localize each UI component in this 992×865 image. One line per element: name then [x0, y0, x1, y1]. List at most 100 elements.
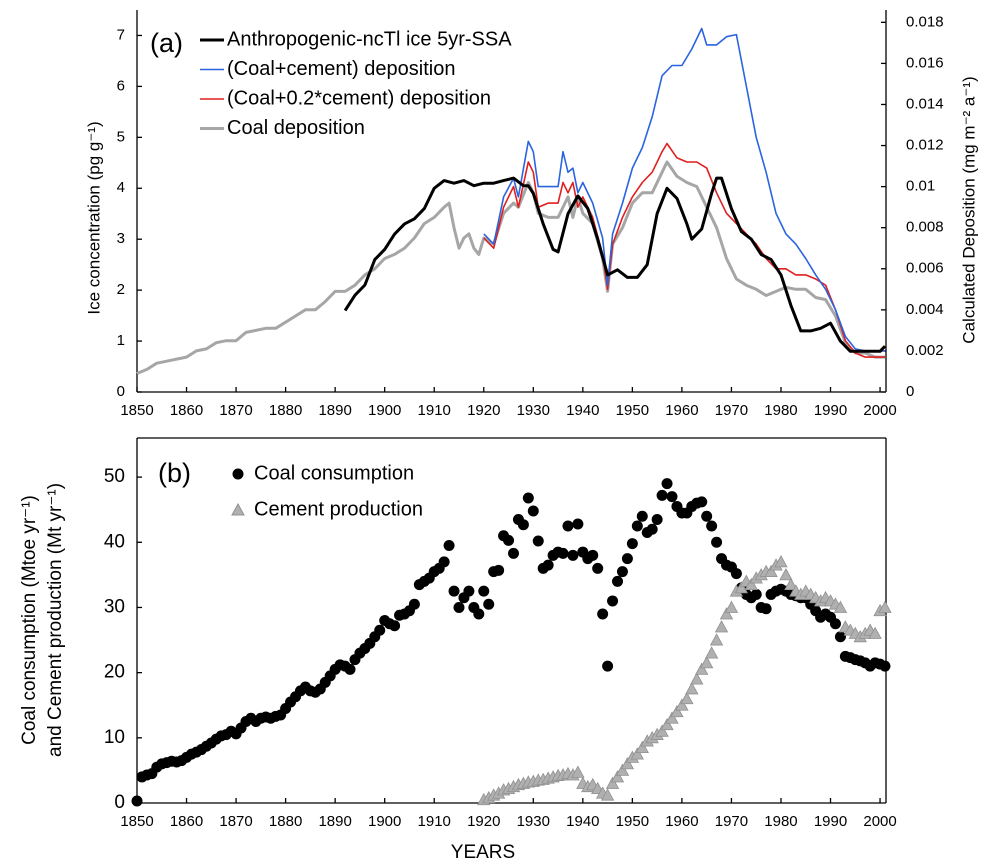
y2-tick-label: 0.008 — [906, 219, 944, 236]
triangle-point — [774, 555, 788, 568]
circle-point — [730, 568, 742, 580]
legend-label: (Coal+0.2*cement) deposition — [227, 87, 491, 109]
circle-point — [602, 660, 614, 672]
triangle-point — [744, 577, 758, 591]
circle-point — [517, 519, 529, 531]
circle-point — [651, 513, 663, 525]
circle-point — [711, 536, 723, 548]
legend-label: Coal consumption — [254, 462, 414, 484]
y2-tick-label: 0.002 — [906, 342, 944, 359]
x-tick-label: 1900 — [368, 813, 401, 830]
circle-point — [503, 534, 515, 546]
x-tick-label: 1950 — [616, 813, 649, 830]
circle-point — [706, 520, 718, 532]
triangle-point — [660, 717, 674, 731]
data-line — [483, 27, 885, 352]
triangle-point — [675, 698, 689, 711]
triangle-point — [714, 620, 729, 633]
y-tick-label: 0 — [114, 792, 125, 813]
circle-point — [626, 538, 638, 550]
y-axis-label: Coal consumption (Mtoe yr⁻¹) — [19, 495, 40, 745]
y2-tick-label: 0.01 — [906, 178, 935, 195]
circle-point — [879, 660, 891, 672]
triangle-point — [571, 765, 585, 778]
circle-point — [374, 624, 386, 636]
circle-point — [621, 553, 633, 565]
x-tick-label: 2000 — [863, 402, 896, 419]
triangle-point — [655, 724, 669, 737]
circle-point — [507, 547, 519, 559]
triangle-point — [734, 581, 749, 594]
triangle-point — [878, 600, 892, 613]
circle-point — [557, 547, 569, 559]
triangle-point — [670, 704, 684, 718]
x-tick-label: 1910 — [418, 402, 451, 419]
circle-point — [493, 564, 505, 576]
legend-swatch — [231, 502, 245, 516]
y-axis-label: Ice concentration (pg g⁻¹) — [84, 121, 103, 314]
y-tick-label: 6 — [117, 77, 125, 94]
circle-point — [443, 540, 455, 552]
circle-point — [572, 518, 584, 530]
x-tick-label: 1860 — [170, 402, 203, 419]
x-tick-label: 1980 — [764, 402, 797, 419]
y-tick-label: 2 — [117, 281, 125, 298]
triangle-point — [700, 656, 714, 669]
y-tick-label: 3 — [117, 230, 125, 247]
circle-point — [389, 620, 401, 632]
x-tick-label: 1990 — [814, 813, 847, 830]
x-tick-label: 1870 — [219, 813, 252, 830]
circle-point — [646, 523, 658, 535]
plot-area — [131, 478, 892, 807]
legend-label: (Coal+cement) deposition — [227, 58, 455, 80]
x-tick-label: 1910 — [418, 813, 451, 830]
x-tick-label: 1850 — [120, 813, 153, 830]
y-tick-label: 20 — [104, 662, 125, 683]
y2-tick-label: 0.018 — [906, 13, 944, 30]
y2-tick-label: 0.014 — [906, 95, 944, 112]
y2-axis-label: Calculated Deposition (mg m⁻² a⁻¹) — [959, 76, 978, 343]
x-tick-label: 1920 — [467, 402, 500, 419]
circle-point — [607, 595, 619, 607]
circle-point — [527, 505, 539, 517]
x-tick-label: 1940 — [566, 813, 599, 830]
x-tick-label: 1960 — [665, 402, 698, 419]
y-tick-label: 40 — [104, 531, 125, 552]
triangle-point — [680, 691, 694, 705]
circle-point — [612, 575, 624, 587]
triangle-point — [704, 646, 719, 659]
x-tick-label: 1870 — [219, 402, 252, 419]
circle-point — [463, 585, 475, 597]
circle-point — [592, 562, 604, 574]
y-tick-label: 10 — [104, 727, 125, 748]
x-tick-label: 1930 — [517, 813, 550, 830]
x-axis-label: YEARS — [451, 842, 515, 863]
circle-point — [636, 510, 648, 522]
circle-point — [656, 489, 668, 501]
y2-tick-label: 0.012 — [906, 137, 944, 154]
panel-label: (a) — [150, 28, 183, 58]
x-tick-label: 2000 — [863, 813, 896, 830]
circle-point — [344, 663, 356, 675]
circle-point — [666, 491, 678, 503]
circle-point — [522, 492, 534, 504]
y-tick-label: 0 — [117, 383, 125, 400]
triangle-point — [695, 662, 709, 675]
y-tick-label: 4 — [117, 179, 125, 196]
y-tick-label: 30 — [104, 596, 125, 617]
circle-point — [760, 603, 772, 615]
circle-point — [483, 598, 495, 610]
x-tick-label: 1930 — [517, 402, 550, 419]
x-tick-label: 1940 — [566, 402, 599, 419]
legend-label: Coal deposition — [227, 117, 365, 139]
circle-point — [597, 608, 609, 620]
legend-swatch — [232, 468, 244, 480]
triangle-point — [605, 776, 620, 789]
triangle-point — [690, 672, 704, 685]
x-tick-label: 1990 — [814, 402, 847, 419]
circle-point — [131, 795, 143, 807]
circle-point — [438, 556, 450, 568]
triangle-point — [685, 682, 699, 695]
circle-point — [661, 478, 673, 490]
